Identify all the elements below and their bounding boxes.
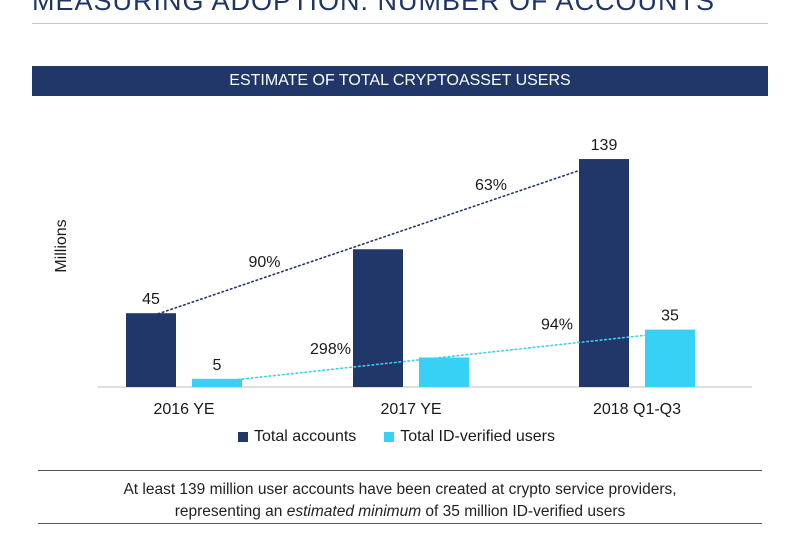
data-label-total-id-verified-users-2018-q1-q3: 35 (661, 308, 679, 325)
y-axis-label: Millions (53, 219, 70, 272)
x-tick-label-2018-q1-q3: 2018 Q1-Q3 (593, 401, 681, 418)
footnote-line-2-end: of 35 million ID-verified users (421, 503, 626, 520)
legend-item-total-accounts: Total accounts (238, 428, 356, 446)
legend-label-total-id-verified-users: Total ID-verified users (400, 428, 555, 445)
footnote-line-2-start: representing an (174, 503, 287, 520)
bar-chart: Millions 45 139 5 35 2016 YE 2017 YE 2018 Q1-Q3… (53, 137, 752, 418)
data-label-total-id-verified-users-2016-ye: 5 (213, 357, 222, 374)
data-label-total-accounts-2016-ye: 45 (142, 291, 160, 308)
footnote-line-1: At least 139 million user accounts have … (123, 481, 677, 498)
page-title: MEASURING ADOPTION: NUMBER OF ACCOUNTS (32, 0, 716, 16)
chart-legend: Total accounts Total ID-verified users (238, 428, 583, 447)
legend-item-total-id-verified-users: Total ID-verified users (384, 428, 555, 446)
legend-label-total-accounts: Total accounts (254, 428, 357, 445)
growth-label-total-id-verified-users-2016-ye: 298% (310, 341, 351, 358)
legend-swatch-total-accounts (238, 432, 248, 442)
footnote-emphasis: estimated minimum (286, 503, 422, 520)
x-tick-label-2016-ye: 2016 YE (153, 401, 214, 418)
legend-swatch-total-id-verified-users (384, 432, 395, 442)
growth-label-total-id-verified-users-2017-ye: 94% (541, 317, 573, 334)
footnote-text: At least 139 million user accounts have … (38, 479, 762, 523)
growth-label-total-accounts-2017-ye: 63% (475, 177, 507, 194)
chart-title-banner: ESTIMATE OF TOTAL CRYPTOASSET USERS (32, 66, 768, 96)
trend-line-total-id-verified-users (210, 331, 677, 384)
bar-total-accounts-2016-ye (126, 313, 176, 387)
x-tick-label-2017-ye: 2017 YE (380, 401, 441, 418)
bar-total-id-verified-users-2016-ye (192, 378, 242, 387)
growth-label-total-accounts-2016-ye: 90% (248, 254, 280, 271)
bar-total-id-verified-users-2018-q1-q3 (645, 329, 695, 387)
footnote-box: At least 139 million user accounts have … (38, 470, 762, 524)
trend-line-total-accounts (144, 159, 611, 319)
title-divider (32, 23, 768, 24)
bar-total-id-verified-users-2017-ye (419, 357, 469, 387)
bar-total-accounts-2018-q1-q3 (579, 159, 629, 387)
data-label-total-accounts-2018-q1-q3: 139 (591, 137, 618, 154)
